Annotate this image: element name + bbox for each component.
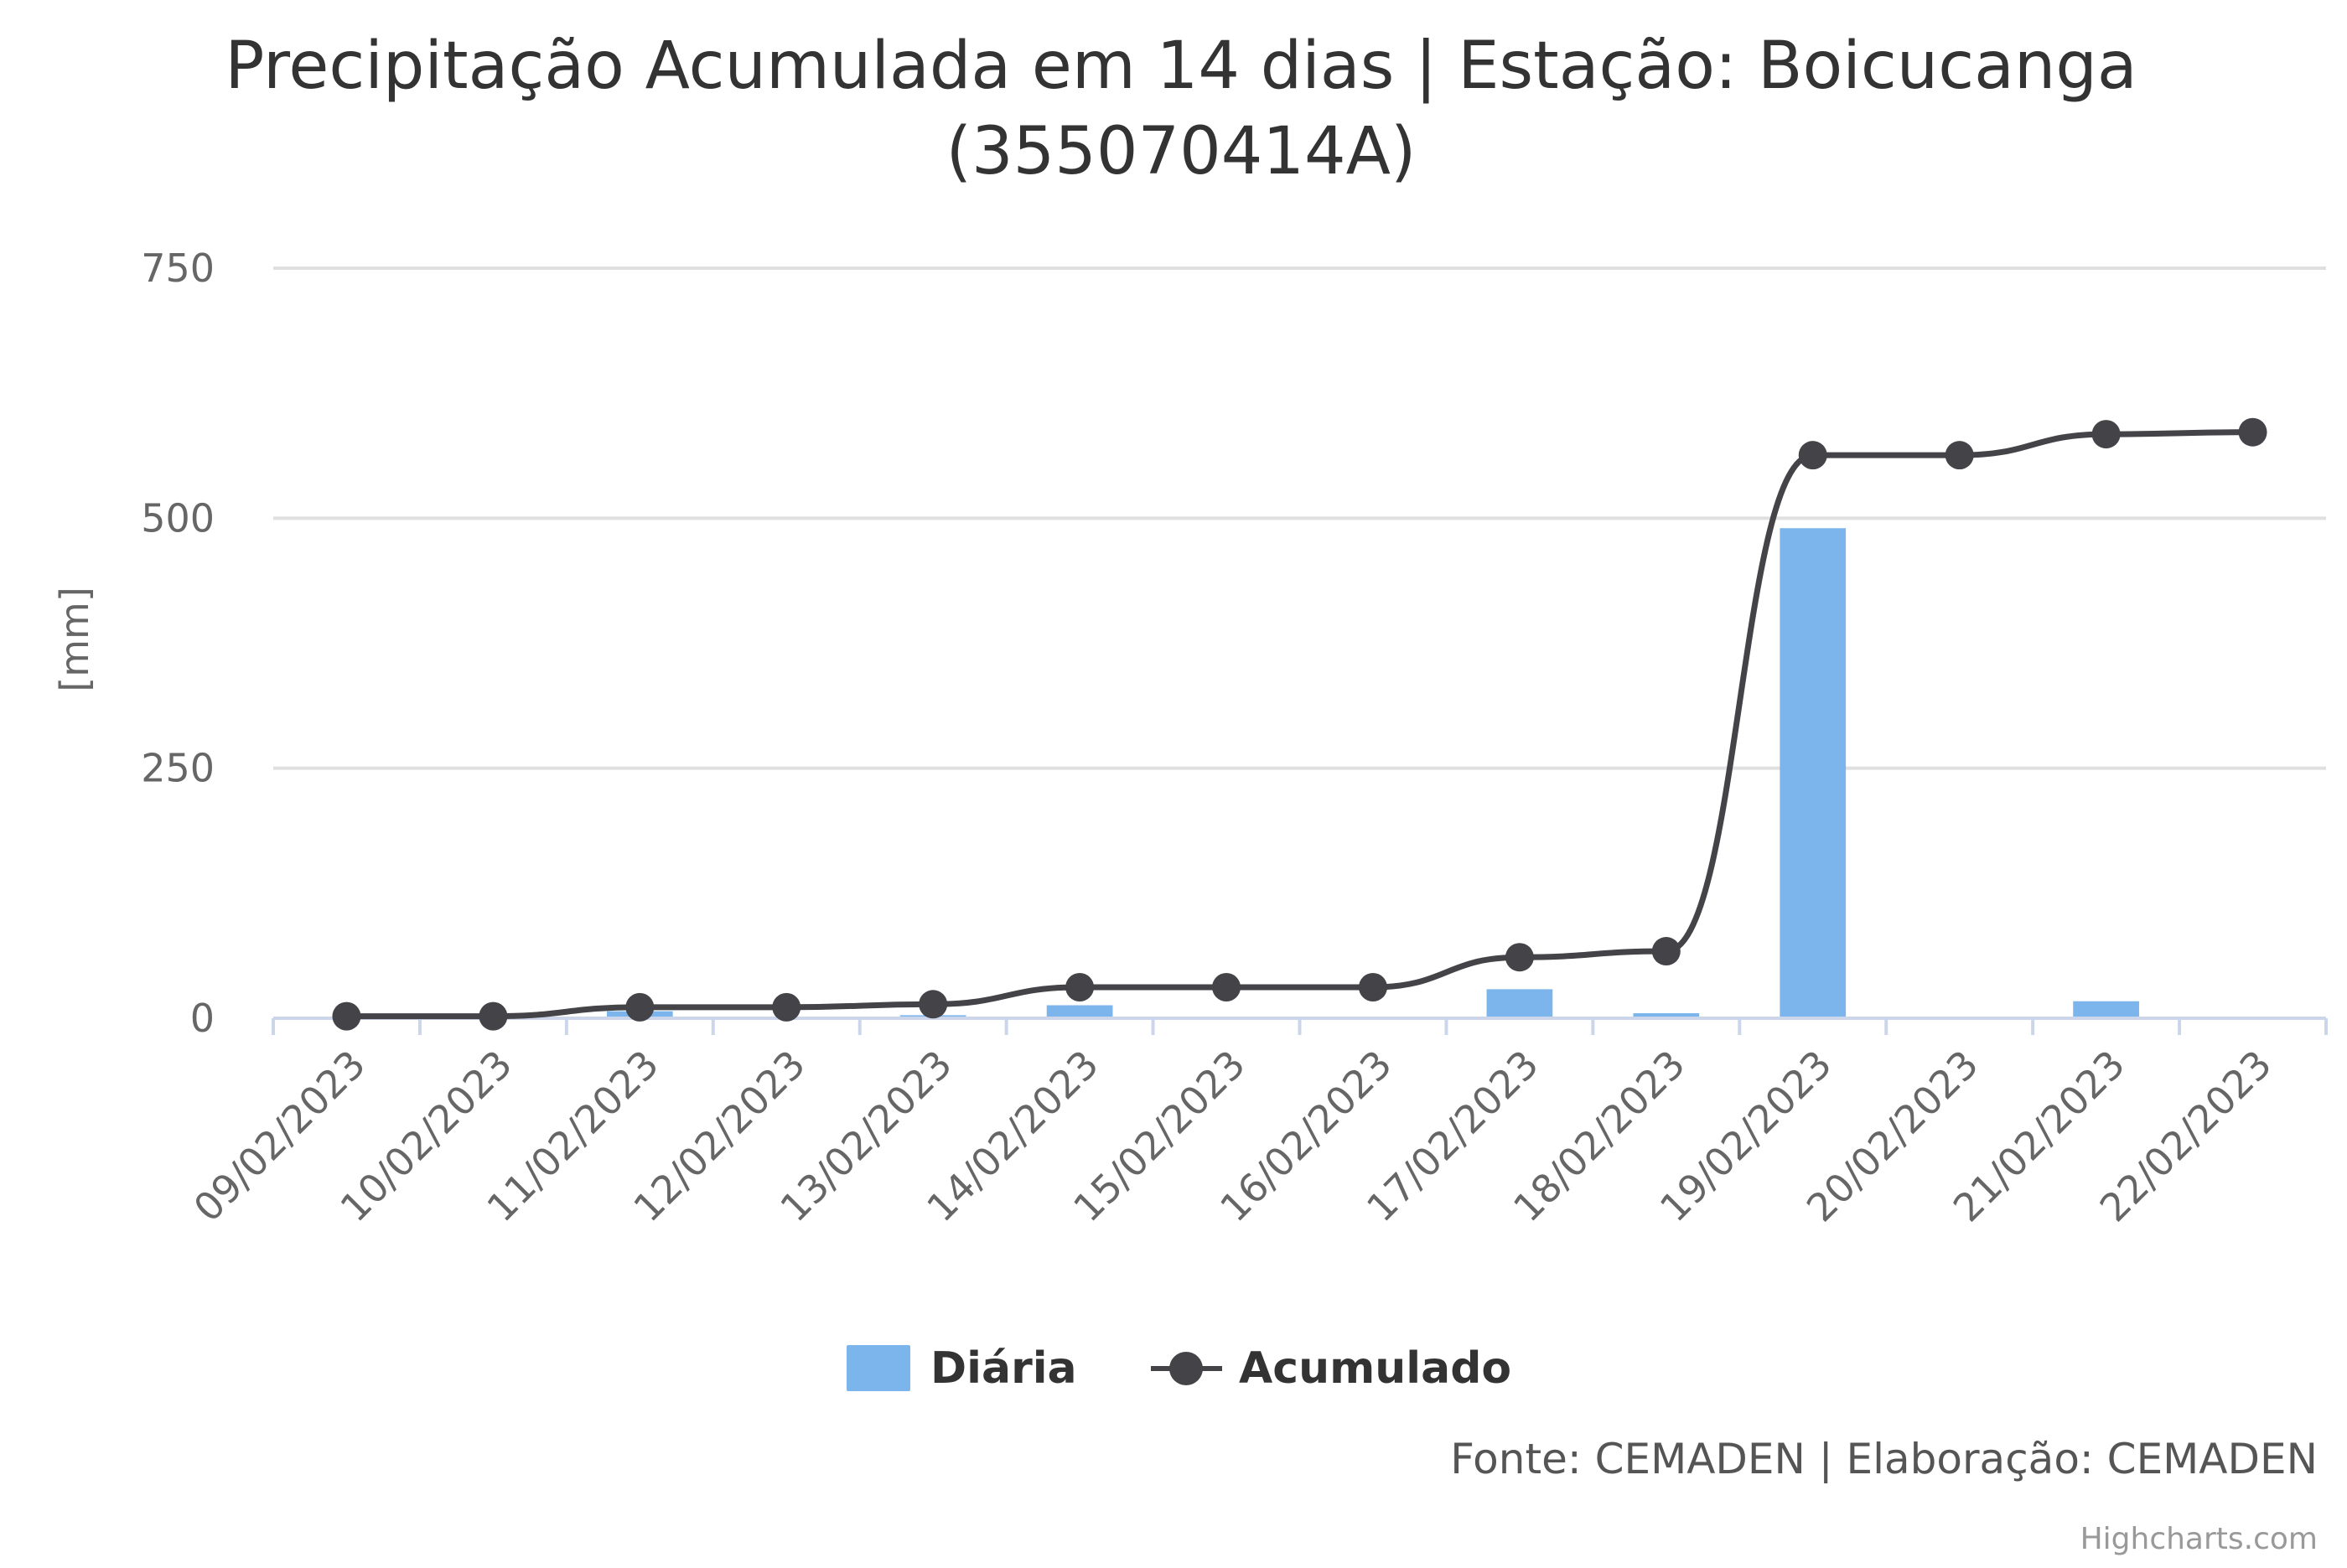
y-tick-label-0: 0: [190, 996, 215, 1041]
point-acumulado-0: [332, 1001, 361, 1031]
bar-diaria-12: [2073, 1001, 2139, 1018]
x-axis: 09/02/202310/02/202311/02/202312/02/2023…: [185, 1017, 2328, 1230]
point-acumulado-12: [2091, 420, 2121, 449]
point-acumulado-3: [772, 992, 801, 1022]
bar-diaria-9: [1633, 1013, 1700, 1018]
point-acumulado-6: [1212, 973, 1241, 1002]
highcharts-credit[interactable]: Highcharts.com: [2080, 1522, 2318, 1556]
source-credit: Fonte: CEMADEN | Elaboração: CEMADEN: [1450, 1435, 2318, 1483]
legend-swatch-acumulado-marker: [1169, 1352, 1203, 1385]
point-acumulado-8: [1505, 943, 1534, 972]
point-acumulado-5: [1065, 973, 1095, 1002]
daily-bars: [606, 528, 2139, 1018]
y-tick-label-250: 250: [141, 746, 215, 791]
point-acumulado-7: [1358, 973, 1387, 1002]
point-acumulado-10: [1798, 441, 1827, 470]
point-acumulado-9: [1651, 937, 1681, 966]
legend[interactable]: Diária Acumulado: [847, 1343, 1511, 1394]
point-acumulado-13: [2238, 417, 2267, 447]
point-acumulado-1: [479, 1001, 508, 1031]
cumulative-line-series: [332, 417, 2267, 1031]
bar-diaria-10: [1780, 528, 1847, 1018]
y-tick-label-500: 500: [141, 495, 215, 541]
legend-item-diaria[interactable]: Diária: [847, 1343, 1077, 1394]
point-acumulado-4: [919, 990, 948, 1019]
bar-diaria-8: [1486, 989, 1553, 1018]
y-tick-label-750: 750: [141, 246, 215, 291]
chart-title-line-2: (355070414A): [946, 114, 1417, 189]
legend-swatch-diaria: [847, 1345, 910, 1391]
legend-label-acumulado: Acumulado: [1239, 1343, 1511, 1394]
point-acumulado-2: [625, 992, 655, 1022]
point-acumulado-11: [1945, 441, 1974, 470]
bar-diaria-5: [1046, 1005, 1113, 1018]
chart-title-line-1: Precipitação Acumulada em 14 dias | Esta…: [225, 28, 2137, 104]
grid-lines: [273, 267, 2326, 770]
y-axis: 0 250 500 750: [141, 246, 215, 1041]
chart-title: Precipitação Acumulada em 14 dias | Esta…: [225, 28, 2137, 189]
legend-item-acumulado[interactable]: Acumulado: [1151, 1343, 1511, 1394]
y-axis-title: [mm]: [52, 587, 97, 692]
legend-label-diaria: Diária: [930, 1343, 1077, 1394]
